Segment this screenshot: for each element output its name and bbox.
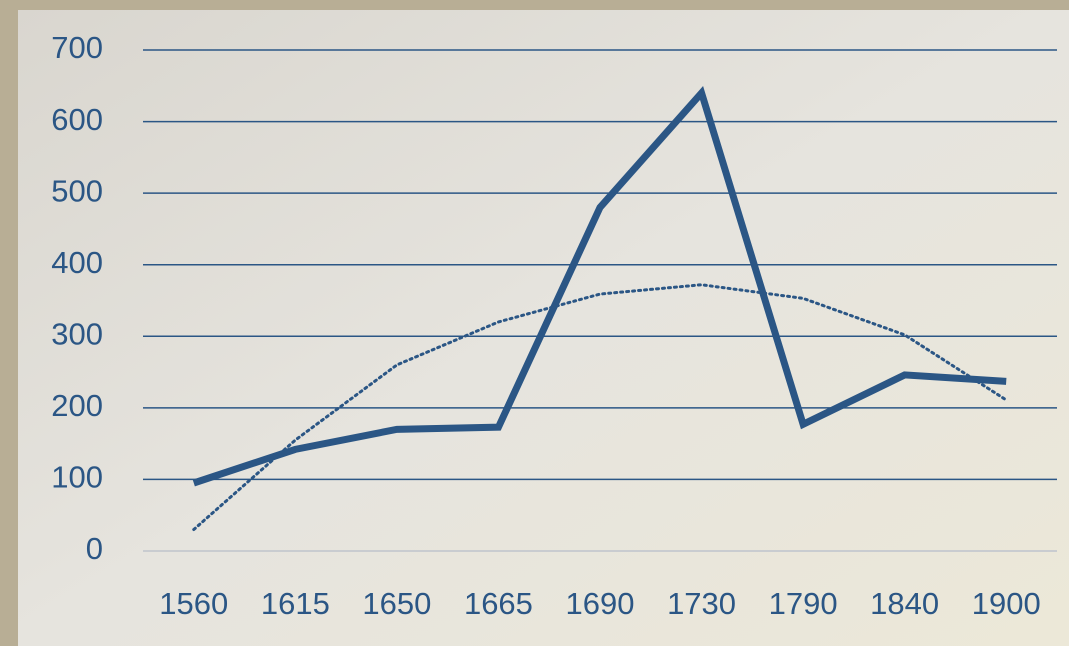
- y-tick-label: 700: [51, 30, 103, 65]
- x-tick-label: 1790: [769, 586, 838, 621]
- y-tick-label: 300: [51, 316, 103, 351]
- x-tick-label: 1560: [159, 586, 228, 621]
- x-tick-label: 1665: [464, 586, 533, 621]
- y-tick-label: 500: [51, 173, 103, 208]
- y-tick-label: 400: [51, 245, 103, 280]
- y-tick-label: 0: [86, 531, 103, 566]
- x-tick-label: 1615: [261, 586, 330, 621]
- y-tick-label: 200: [51, 388, 103, 423]
- x-tick-label: 1690: [566, 586, 635, 621]
- page: 0 100 200 300 400 500 600 700 1560 1615 1650 1665 16…: [0, 0, 1069, 646]
- x-tick-label: 1840: [870, 586, 939, 621]
- y-tick-label: 100: [51, 460, 103, 495]
- x-tick-label: 1650: [362, 586, 431, 621]
- y-tick-label: 600: [51, 102, 103, 137]
- x-tick-label: 1730: [667, 586, 736, 621]
- chart: 0 100 200 300 400 500 600 700 1560 1615 1650 1665 16…: [0, 0, 1069, 646]
- x-tick-label: 1900: [972, 586, 1041, 621]
